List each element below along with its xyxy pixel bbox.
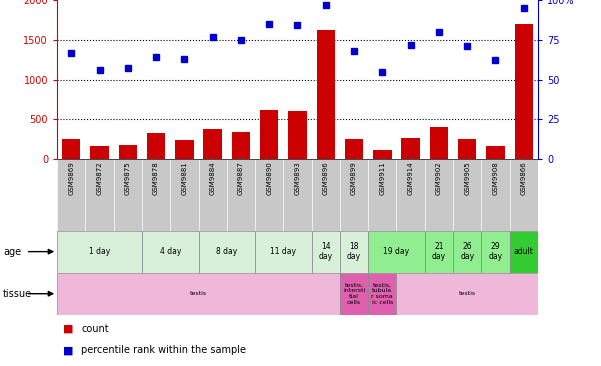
Bar	[260, 110, 278, 159]
Bar	[142, 159, 170, 231]
Bar	[114, 159, 142, 231]
Bar	[481, 231, 510, 273]
Text: testis,
tubula
r soma
ic cells: testis, tubula r soma ic cells	[371, 283, 393, 305]
Text: GSM9905: GSM9905	[464, 161, 470, 195]
Text: GSM9902: GSM9902	[436, 161, 442, 195]
Bar	[312, 159, 340, 231]
Text: 8 day: 8 day	[216, 247, 237, 256]
Text: GSM9890: GSM9890	[266, 161, 272, 195]
Text: tissue: tissue	[3, 289, 32, 299]
Bar	[510, 159, 538, 231]
Bar	[175, 140, 194, 159]
Bar	[430, 127, 448, 159]
Text: GSM9884: GSM9884	[210, 161, 216, 195]
Bar	[340, 159, 368, 231]
Bar	[510, 231, 538, 273]
Bar	[283, 159, 312, 231]
Bar	[368, 273, 397, 315]
Text: GSM9872: GSM9872	[97, 161, 103, 195]
Bar	[340, 231, 368, 273]
Bar	[425, 231, 453, 273]
Bar	[397, 159, 425, 231]
Bar	[170, 159, 198, 231]
Bar	[453, 159, 481, 231]
Text: GSM9878: GSM9878	[153, 161, 159, 195]
Text: 18
day: 18 day	[347, 242, 361, 261]
Text: 19 day: 19 day	[383, 247, 409, 256]
Text: GSM9887: GSM9887	[238, 161, 244, 195]
Text: adult: adult	[514, 247, 534, 256]
Bar	[312, 231, 340, 273]
Text: GSM9893: GSM9893	[294, 161, 300, 195]
Text: testis,
intersti
tial
cells: testis, intersti tial cells	[343, 283, 365, 305]
Bar	[198, 159, 227, 231]
Bar	[227, 159, 255, 231]
Bar	[255, 159, 283, 231]
Bar	[458, 139, 477, 159]
Bar	[142, 231, 198, 273]
Bar	[198, 231, 255, 273]
Text: testis: testis	[459, 291, 476, 296]
Bar	[90, 146, 109, 159]
Bar	[340, 273, 368, 315]
Bar	[368, 159, 397, 231]
Text: GSM9914: GSM9914	[407, 161, 413, 195]
Bar	[232, 132, 250, 159]
Text: count: count	[81, 324, 109, 334]
Text: 29
day: 29 day	[489, 242, 502, 261]
Bar	[345, 139, 363, 159]
Bar	[368, 231, 425, 273]
Text: GSM9881: GSM9881	[182, 161, 188, 195]
Bar	[57, 273, 340, 315]
Bar	[255, 231, 312, 273]
Bar	[288, 111, 307, 159]
Bar	[401, 138, 420, 159]
Bar	[147, 133, 165, 159]
Text: 11 day: 11 day	[270, 247, 296, 256]
Bar	[514, 24, 533, 159]
Text: GSM9911: GSM9911	[379, 161, 385, 195]
Bar	[373, 150, 391, 159]
Bar	[317, 30, 335, 159]
Text: GSM9866: GSM9866	[520, 161, 526, 195]
Text: ■: ■	[63, 324, 73, 334]
Text: 1 day: 1 day	[89, 247, 110, 256]
Text: GSM9899: GSM9899	[351, 161, 357, 195]
Text: GSM9869: GSM9869	[69, 161, 75, 195]
Text: 26
day: 26 day	[460, 242, 474, 261]
Bar	[453, 231, 481, 273]
Text: 4 day: 4 day	[159, 247, 181, 256]
Bar	[481, 159, 510, 231]
Bar	[486, 146, 505, 159]
Text: GSM9875: GSM9875	[125, 161, 131, 195]
Bar	[425, 159, 453, 231]
Bar	[62, 139, 81, 159]
Text: age: age	[3, 247, 21, 257]
Bar	[57, 159, 85, 231]
Text: percentile rank within the sample: percentile rank within the sample	[81, 346, 246, 355]
Text: 21
day: 21 day	[432, 242, 446, 261]
Text: 14
day: 14 day	[319, 242, 333, 261]
Bar	[57, 231, 142, 273]
Bar	[204, 129, 222, 159]
Text: ■: ■	[63, 346, 73, 355]
Bar	[397, 273, 538, 315]
Text: testis: testis	[190, 291, 207, 296]
Bar	[118, 145, 137, 159]
Text: GSM9908: GSM9908	[492, 161, 498, 195]
Text: GSM9896: GSM9896	[323, 161, 329, 195]
Bar	[85, 159, 114, 231]
